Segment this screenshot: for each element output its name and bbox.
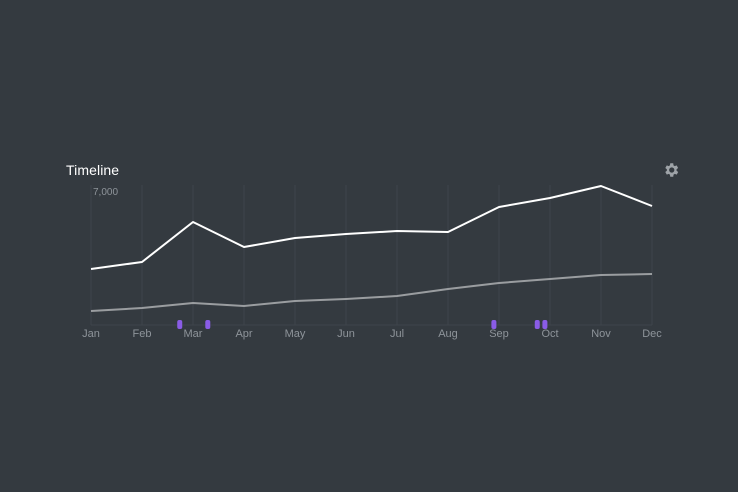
grid-lines <box>90 185 653 326</box>
x-tick-label: Oct <box>541 328 558 340</box>
gear-icon[interactable] <box>662 161 680 179</box>
series-lines <box>90 185 653 312</box>
event-marker[interactable] <box>534 320 540 329</box>
y-tick-label: 7,000 <box>93 187 118 198</box>
event-marker[interactable] <box>205 320 211 329</box>
event-markers <box>177 320 548 329</box>
event-marker[interactable] <box>177 320 183 329</box>
x-axis-ticks: Jan Feb Mar Apr May Jun Jul Aug Sep Oct Nov Dec <box>82 328 662 340</box>
x-tick-label: May <box>285 328 306 340</box>
x-tick-label: Jan <box>82 328 100 340</box>
y-axis-ticks: 7,000 <box>93 187 118 198</box>
x-tick-label: Apr <box>235 328 252 340</box>
x-tick-label: Sep <box>489 328 509 340</box>
series-line-secondary <box>90 273 653 312</box>
x-tick-label: Aug <box>438 328 458 340</box>
x-tick-label: Jul <box>390 328 404 340</box>
x-tick-label: Dec <box>642 328 662 340</box>
event-marker[interactable] <box>491 320 497 329</box>
x-tick-label: Feb <box>133 328 152 340</box>
widget-title: Timeline <box>66 162 120 178</box>
series-line-primary <box>90 185 653 270</box>
x-tick-label: Mar <box>184 328 203 340</box>
x-tick-label: Nov <box>591 328 611 340</box>
x-tick-label: Jun <box>337 328 355 340</box>
event-marker[interactable] <box>542 320 548 329</box>
